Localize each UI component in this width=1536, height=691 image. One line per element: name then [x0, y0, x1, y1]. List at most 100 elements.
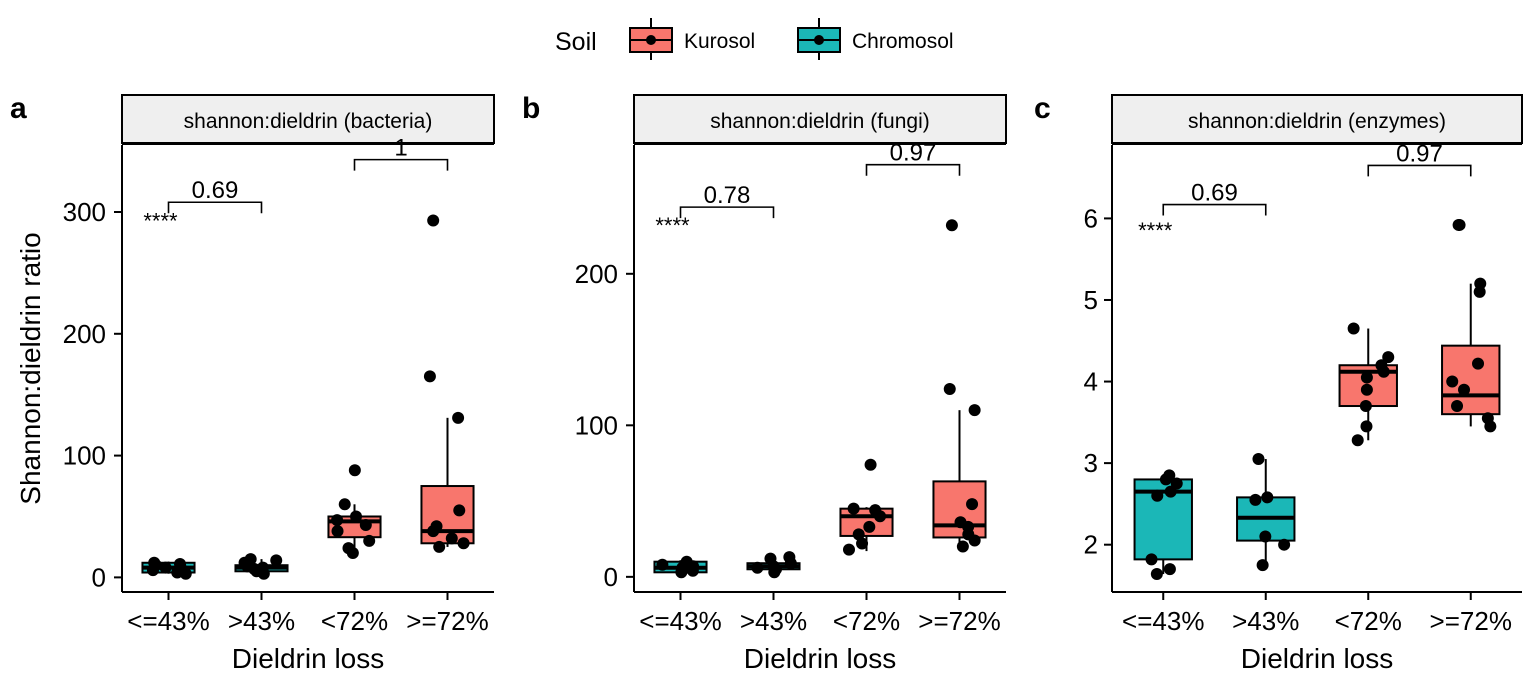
panel-label: a — [10, 92, 27, 125]
data-point — [453, 504, 466, 517]
data-point — [943, 382, 956, 395]
data-point — [863, 520, 876, 533]
data-point — [1382, 351, 1395, 364]
comparison-bracket — [865, 163, 961, 176]
data-point — [244, 553, 257, 566]
data-point — [1458, 383, 1471, 396]
y-tick-label: 5 — [1084, 285, 1098, 315]
y-tick-label: 200 — [63, 319, 106, 349]
comparison-bracket — [1162, 203, 1267, 216]
comparison-p-value: 0.78 — [704, 182, 751, 209]
x-tick-label: <72% — [1335, 606, 1402, 636]
y-tick-label: 200 — [575, 259, 618, 289]
data-point — [363, 534, 376, 547]
legend-title: Soil — [555, 28, 597, 56]
x-tick-label: >=72% — [406, 606, 488, 636]
panel-label: c — [1034, 92, 1051, 125]
data-point — [764, 552, 777, 565]
panel-b: b shannon:dieldrin (fungi) 0 100 200 <=43% >43… — [522, 92, 1007, 674]
y-axis-title: Shannon:dieldrin ratio — [15, 232, 46, 504]
data-point — [1351, 434, 1364, 447]
y-tick-label: 100 — [575, 410, 618, 440]
data-point — [1151, 489, 1164, 502]
legend-label-kurosol: Kurosol — [684, 30, 755, 53]
x-axis-title: Dieldrin loss — [744, 643, 897, 674]
y-tick-label: 300 — [63, 197, 106, 227]
data-point — [686, 564, 699, 577]
data-point — [348, 464, 361, 477]
strip-background — [633, 94, 1007, 144]
comparison-bracket — [167, 201, 263, 214]
data-point — [1150, 568, 1163, 581]
data-point — [1256, 559, 1269, 572]
legend-label-chromosol: Chromosol — [852, 30, 954, 53]
data-point — [1170, 477, 1183, 490]
data-point — [256, 561, 269, 574]
data-point — [457, 537, 470, 550]
data-point — [342, 542, 355, 555]
comparison-p-value: 0.69 — [192, 177, 239, 204]
overall-significance: **** — [143, 208, 178, 233]
data-point — [174, 557, 187, 570]
x-tick-label: >43% — [228, 606, 295, 636]
data-point — [148, 556, 161, 569]
data-point — [1145, 553, 1158, 566]
x-tick-label: <=43% — [639, 606, 721, 636]
data-point — [1360, 420, 1373, 433]
data-point — [1252, 453, 1265, 466]
data-point — [427, 214, 440, 227]
x-tick-label: >43% — [740, 606, 807, 636]
x-tick-label: >=72% — [918, 606, 1000, 636]
data-point — [433, 540, 446, 553]
x-tick-label: <72% — [321, 606, 388, 636]
data-point — [1360, 371, 1373, 384]
data-point — [945, 219, 958, 232]
panel-label: b — [522, 92, 540, 125]
data-point — [842, 543, 855, 556]
data-point — [452, 411, 465, 424]
data-point — [956, 540, 969, 553]
panel-c: c shannon:dieldrin (enzymes) 2 3 4 5 6 <=43% >43… — [1034, 92, 1523, 674]
legend-key-kurosol — [629, 18, 673, 60]
data-point — [1446, 375, 1459, 388]
overall-significance: **** — [1138, 218, 1173, 243]
data-point — [179, 567, 192, 580]
data-point — [783, 551, 796, 564]
data-point — [1278, 538, 1291, 551]
x-tick-label: <=43% — [127, 606, 209, 636]
data-point — [968, 404, 981, 417]
overall-significance: **** — [655, 213, 690, 238]
box — [932, 480, 987, 539]
strip-title: shannon:dieldrin (enzymes) — [1188, 110, 1446, 133]
data-point — [350, 510, 363, 523]
strip-title: shannon:dieldrin (fungi) — [710, 110, 929, 133]
comparison-bracket — [1367, 164, 1472, 177]
x-axis-title: Dieldrin loss — [1241, 643, 1394, 674]
data-point — [338, 498, 351, 511]
x-tick-label: >43% — [1232, 606, 1299, 636]
y-tick-label: 6 — [1084, 203, 1098, 233]
y-tick-label: 3 — [1084, 448, 1098, 478]
data-point — [1472, 357, 1485, 370]
data-point — [864, 458, 877, 471]
data-point — [159, 561, 172, 574]
data-point — [1474, 277, 1487, 290]
x-axis-title: Dieldrin loss — [232, 643, 385, 674]
data-point — [751, 561, 764, 574]
strip-title: shannon:dieldrin (bacteria) — [184, 110, 433, 133]
data-point — [966, 498, 979, 511]
data-point — [331, 525, 344, 538]
x-tick-label: <=43% — [1122, 606, 1204, 636]
panel-a: a shannon:dieldrin (bacteria) 0 100 200 300 <=… — [10, 92, 495, 674]
legend: Soil Kurosol Chromosol — [555, 18, 954, 60]
data-point — [445, 532, 458, 545]
data-point — [869, 504, 882, 517]
data-point — [1249, 493, 1262, 506]
legend-key-chromosol — [797, 18, 841, 60]
data-point — [856, 537, 869, 550]
data-point — [1375, 359, 1388, 372]
data-point — [1481, 412, 1494, 425]
x-tick-label: >=72% — [1430, 606, 1512, 636]
comparison-bracket — [679, 206, 775, 219]
